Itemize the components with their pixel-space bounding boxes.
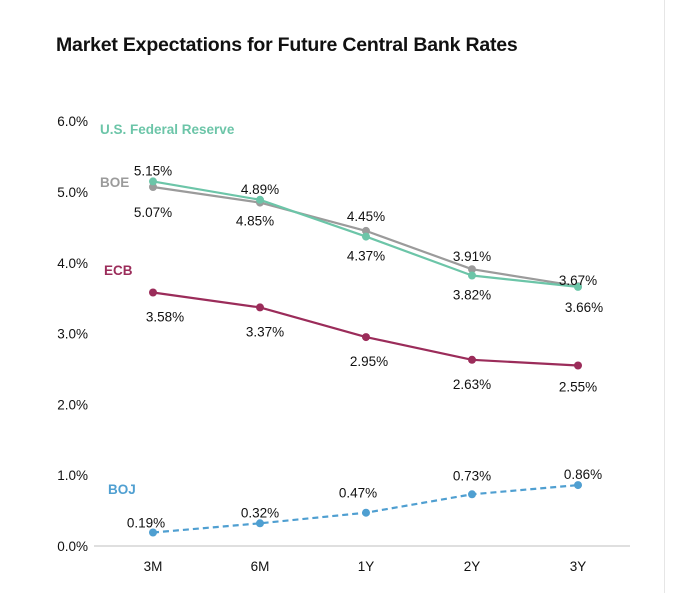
- data-label: 3.66%: [565, 300, 603, 315]
- data-label: 5.07%: [134, 205, 172, 220]
- y-tick-label: 1.0%: [57, 468, 88, 483]
- x-tick-label: 2Y: [464, 559, 481, 574]
- data-point: [149, 177, 157, 186]
- data-point: [574, 361, 582, 370]
- data-label: 2.63%: [453, 377, 491, 392]
- data-point: [149, 183, 157, 191]
- x-tick-label: 3M: [144, 559, 163, 574]
- chart-title: Market Expectations for Future Central B…: [56, 34, 518, 56]
- data-label: 2.95%: [350, 354, 388, 369]
- data-point: [256, 195, 264, 204]
- data-label: 3.37%: [246, 324, 284, 339]
- data-point: [256, 519, 264, 528]
- x-tick-label: 3Y: [570, 559, 587, 574]
- data-point: [468, 265, 476, 274]
- data-label: 4.89%: [241, 182, 279, 197]
- data-label: 3.67%: [559, 273, 597, 288]
- data-point: [574, 282, 582, 291]
- data-point: [362, 232, 370, 241]
- y-tick-label: 0.0%: [57, 539, 88, 554]
- y-tick-label: 5.0%: [57, 185, 88, 200]
- data-point: [362, 333, 370, 342]
- data-point: [574, 481, 582, 490]
- data-point: [256, 303, 264, 312]
- data-label: 4.85%: [236, 214, 274, 229]
- data-label: 0.73%: [453, 468, 491, 483]
- data-label: 2.55%: [559, 379, 597, 394]
- data-label: 0.32%: [241, 505, 279, 520]
- data-point: [149, 528, 157, 537]
- data-point: [468, 271, 476, 280]
- series-name-label: BOE: [100, 175, 129, 190]
- data-label: 3.91%: [453, 249, 491, 264]
- data-point: [468, 355, 476, 364]
- data-label: 4.37%: [347, 249, 385, 264]
- series-name-label: BOJ: [108, 482, 136, 497]
- data-label: 0.86%: [564, 467, 602, 482]
- data-point: [468, 490, 476, 499]
- data-label: 0.47%: [339, 486, 377, 501]
- data-point: [362, 226, 370, 235]
- data-label: 0.19%: [127, 516, 165, 531]
- data-point: [362, 508, 370, 517]
- data-label: 5.15%: [134, 163, 172, 178]
- series-name-label: ECB: [104, 263, 133, 278]
- frame-divider: [664, 0, 665, 593]
- data-label: 4.45%: [347, 209, 385, 224]
- x-tick-label: 6M: [251, 559, 270, 574]
- y-tick-label: 6.0%: [57, 114, 88, 129]
- y-tick-label: 3.0%: [57, 327, 88, 342]
- y-tick-label: 4.0%: [57, 256, 88, 271]
- series-name-label: U.S. Federal Reserve: [100, 122, 235, 137]
- y-tick-label: 2.0%: [57, 397, 88, 412]
- data-point: [149, 288, 157, 297]
- x-tick-label: 1Y: [358, 559, 375, 574]
- data-label: 3.82%: [453, 288, 491, 303]
- data-label: 3.58%: [146, 310, 184, 325]
